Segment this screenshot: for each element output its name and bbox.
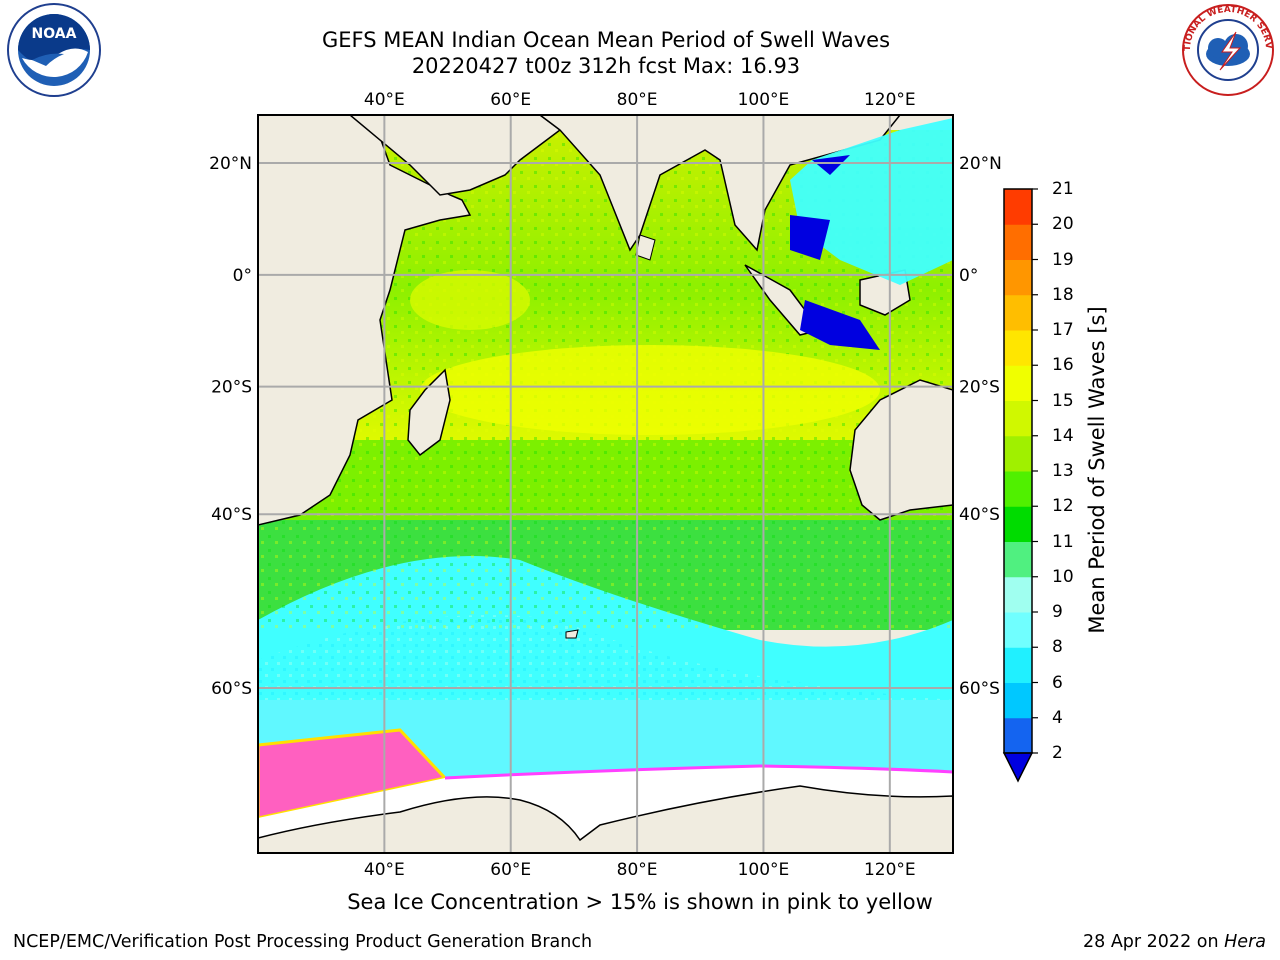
colorbar-tick-label: 17 [1052, 320, 1074, 340]
colorbar-tick-label: 4 [1052, 707, 1063, 728]
lon-label-bottom: 40°E [364, 860, 405, 880]
map-title: GEFS MEAN Indian Ocean Mean Period of Sw… [321, 28, 891, 52]
svg-text:NOAA: NOAA [32, 26, 77, 42]
colorbar-segment [1004, 435, 1032, 472]
lat-label-left: 0° [233, 266, 252, 286]
colorbar-segment [1004, 647, 1032, 683]
colorbar-under-arrow [1002, 752, 1034, 783]
colorbar-segment [1004, 259, 1032, 296]
lon-label-top: 40°E [364, 90, 405, 110]
lat-label-left: 60°S [211, 679, 252, 699]
lat-label-right: 0° [959, 266, 978, 286]
colorbar-tick-label: 13 [1052, 461, 1074, 481]
colorbar [1002, 188, 1038, 783]
map-subtitle: 20220427 t00z 312h fcst Max: 16.93 [411, 54, 801, 78]
lat-label-right: 20°S [959, 378, 1000, 398]
colorbar-tick-label: 14 [1052, 425, 1074, 446]
colorbar-segment [1004, 541, 1032, 578]
colorbar-tick-label: 6 [1052, 672, 1063, 693]
colorbar-segment [1004, 612, 1032, 648]
lon-label-bottom: 80°E [617, 860, 658, 880]
colorbar-tick-label: 15 [1052, 390, 1074, 411]
grid-lines [258, 115, 953, 853]
colorbar-segment [1004, 717, 1032, 754]
noaa-logo-icon: NOAA [7, 3, 101, 97]
lat-label-right: 20°N [959, 154, 1002, 174]
map-plot-area [258, 115, 953, 853]
australia [849, 379, 953, 521]
colorbar-tick-label: 12 [1052, 496, 1074, 517]
lon-label-bottom: 100°E [738, 860, 790, 880]
footer-date: 28 Apr 2022 on Hera [1083, 932, 1266, 952]
colorbar-tick-label: 11 [1052, 531, 1074, 552]
madagascar [407, 368, 451, 457]
colorbar-segment [1004, 506, 1032, 542]
colorbar-tick-label: 16 [1052, 355, 1074, 376]
colorbar-tick-label: 19 [1052, 249, 1074, 270]
lon-label-top: 80°E [617, 90, 658, 110]
colorbar-tick-label: 10 [1052, 566, 1074, 587]
colorbar-segment [1004, 471, 1032, 507]
colorbar-segment [1004, 576, 1032, 613]
footer-machine: Hera [1224, 932, 1266, 952]
lat-label-left: 40°S [211, 505, 252, 525]
lon-label-bottom: 60°E [490, 860, 531, 880]
colorbar-segment [1004, 400, 1032, 437]
colorbar-segment [1004, 294, 1032, 331]
colorbar-title: Mean Period of Swell Waves [s] [1085, 306, 1109, 634]
lat-label-left: 20°S [211, 378, 252, 398]
colorbar-tick-label: 18 [1052, 284, 1074, 305]
sea-ice-weddell [258, 730, 445, 818]
colorbar-segment [1004, 682, 1032, 719]
colorbar-tick-label: 20 [1052, 214, 1074, 235]
colorbar-tick-label: 9 [1052, 602, 1063, 622]
lon-label-top: 120°E [864, 90, 916, 110]
nws-logo-icon: NATIONAL WEATHER SERVICE [1178, 2, 1274, 96]
colorbar-segment [1004, 189, 1032, 225]
colorbar-tick-label: 21 [1052, 179, 1074, 199]
lon-label-bottom: 120°E [864, 860, 916, 880]
lon-label-top: 60°E [490, 90, 531, 110]
map-frame [257, 114, 954, 854]
sea-ice-note: Sea Ice Concentration > 15% is shown in … [347, 890, 933, 914]
lat-label-left: 20°N [209, 154, 252, 174]
lat-label-right: 40°S [959, 505, 1000, 525]
colorbar-segment [1004, 224, 1032, 260]
high-period-core [420, 345, 880, 435]
colorbar-tick-label: 2 [1052, 743, 1063, 763]
footer-credit: NCEP/EMC/Verification Post Processing Pr… [13, 932, 593, 952]
colorbar-segment [1004, 330, 1032, 366]
colorbar-segment [1004, 365, 1032, 401]
lon-label-top: 100°E [738, 90, 790, 110]
lat-label-right: 60°S [959, 679, 1000, 699]
colorbar-tick-label: 8 [1052, 637, 1063, 658]
kerguelen [565, 629, 579, 639]
